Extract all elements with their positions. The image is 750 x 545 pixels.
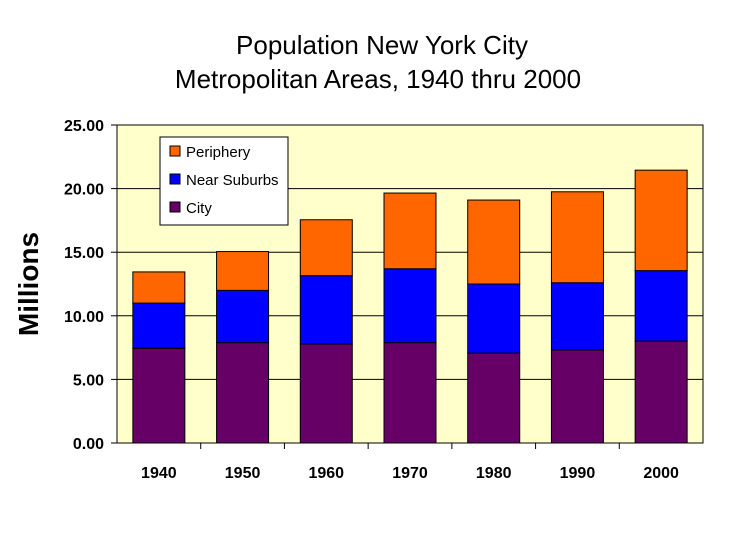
bar-near-suburbs-1960 <box>299 275 353 345</box>
legend-swatch-near-suburbs <box>169 173 181 185</box>
x-tick-labels: 1940 1950 1960 1970 1980 1990 2000 <box>141 465 679 482</box>
legend-swatch-periphery <box>169 145 181 157</box>
y-tick-labels: 0.00 5.00 10.00 15.00 20.00 25.00 <box>64 118 104 453</box>
y-tick-label: 0.00 <box>73 436 104 453</box>
bar-near-suburbs-1940 <box>132 302 186 349</box>
bar-city-2000 <box>634 340 688 444</box>
legend: Periphery Near Suburbs City <box>159 136 289 226</box>
legend-swatch-city <box>169 201 181 213</box>
bar-city-1940 <box>132 347 186 444</box>
y-axis-label: Millions <box>13 232 44 336</box>
x-tick-label: 2000 <box>643 465 679 482</box>
bar-periphery-1960 <box>299 219 353 277</box>
bar-near-suburbs-1980 <box>467 283 521 354</box>
bar-periphery-1970 <box>383 192 437 270</box>
x-tick-label: 1980 <box>476 465 512 482</box>
x-tick-label: 1990 <box>560 465 596 482</box>
bar-near-suburbs-1970 <box>383 268 437 344</box>
chart-title-line-1: Population New York City <box>236 30 528 60</box>
x-tick-label: 1960 <box>308 465 344 482</box>
bar-city-1950 <box>216 342 270 444</box>
legend-box <box>159 136 289 226</box>
bar-periphery-1980 <box>467 199 521 285</box>
bar-periphery-1940 <box>132 271 186 304</box>
plot-frame <box>116 124 704 444</box>
y-tick-label: 5.00 <box>73 372 104 389</box>
bar-near-suburbs-1990 <box>550 282 604 351</box>
legend-label: City <box>186 200 212 217</box>
bar-city-1960 <box>299 343 353 444</box>
bar-periphery-2000 <box>634 169 688 272</box>
bar-near-suburbs-2000 <box>634 270 688 342</box>
bar-periphery-1950 <box>216 251 270 291</box>
bar-city-1980 <box>467 352 521 444</box>
x-tick-label: 1970 <box>392 465 428 482</box>
bar-near-suburbs-1950 <box>216 289 270 344</box>
bar-city-1970 <box>383 342 437 444</box>
chart-title-line-2: Metropolitan Areas, 1940 thru 2000 <box>175 64 581 94</box>
legend-label: Near Suburbs <box>186 172 279 189</box>
bar-city-1990 <box>550 349 604 444</box>
y-tick-label: 15.00 <box>64 245 104 262</box>
x-tick-label: 1950 <box>225 465 261 482</box>
y-tick-label: 20.00 <box>64 182 104 199</box>
bar-periphery-1990 <box>550 191 604 284</box>
legend-label: Periphery <box>186 144 251 161</box>
y-tick-label: 10.00 <box>64 309 104 326</box>
y-tick-label: 25.00 <box>64 118 104 135</box>
bars <box>132 169 688 444</box>
x-tick-label: 1940 <box>141 465 177 482</box>
axes <box>111 124 704 449</box>
